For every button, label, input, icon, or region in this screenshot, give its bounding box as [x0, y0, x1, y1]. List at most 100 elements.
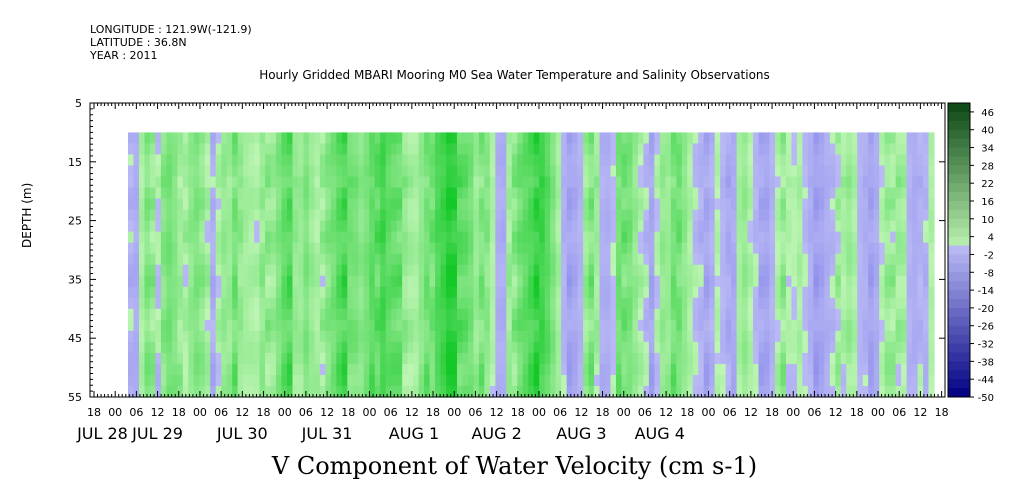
heatmap-cell	[835, 209, 842, 222]
heatmap-cell	[325, 187, 332, 200]
heatmap-cell	[769, 275, 776, 288]
heatmap-cell	[818, 132, 825, 145]
heatmap-cell	[435, 330, 442, 343]
heatmap-cell	[550, 187, 557, 200]
heatmap-cell	[555, 286, 562, 299]
heatmap-cell	[265, 363, 272, 376]
heatmap-cell	[462, 165, 469, 178]
heatmap-cell	[758, 132, 765, 145]
heatmap-cell	[577, 385, 584, 398]
heatmap-cell	[692, 341, 699, 354]
heatmap-cell	[374, 154, 381, 167]
heatmap-cell	[456, 242, 464, 255]
heatmap-cell	[314, 308, 321, 321]
heatmap-cell	[232, 352, 239, 365]
heatmap-cell	[226, 253, 233, 266]
heatmap-cell	[605, 176, 612, 189]
heatmap-cell	[566, 176, 573, 189]
heatmap-cell	[451, 132, 458, 145]
heatmap-cell	[824, 286, 831, 299]
heatmap-cell	[413, 132, 420, 145]
heatmap-cell	[923, 165, 930, 178]
heatmap-cell	[380, 319, 387, 332]
heatmap-cell	[676, 385, 683, 398]
heatmap-cell	[204, 308, 211, 321]
colorbar-segment	[948, 192, 970, 202]
heatmap-cell	[347, 253, 354, 266]
heatmap-cell	[177, 286, 184, 299]
heatmap-cell	[358, 253, 365, 266]
heatmap-cell	[314, 165, 321, 178]
heatmap-cell	[232, 209, 239, 222]
heatmap-cell	[687, 308, 694, 321]
heatmap-cell	[144, 308, 151, 321]
x-hour-label: 00	[362, 406, 376, 419]
heatmap-cell	[550, 385, 557, 398]
heatmap-cell	[171, 132, 178, 145]
heatmap-cell	[583, 176, 590, 189]
heatmap-cell	[868, 374, 875, 387]
heatmap-cell	[517, 264, 524, 277]
heatmap-cell	[243, 319, 250, 332]
heatmap-cell	[835, 352, 842, 365]
heatmap-cell	[456, 264, 464, 277]
heatmap-cell	[824, 264, 831, 277]
heatmap-cell	[912, 242, 919, 255]
heatmap-cell	[692, 220, 699, 233]
heatmap-cell	[824, 220, 831, 233]
heatmap-cell	[248, 143, 255, 156]
heatmap-cell	[692, 198, 699, 211]
heatmap-cell	[917, 308, 924, 321]
heatmap-cell	[544, 187, 551, 200]
heatmap-cell	[703, 132, 710, 145]
heatmap-cell	[780, 264, 787, 277]
heatmap-cell	[193, 352, 200, 365]
heatmap-cell	[818, 143, 825, 156]
heatmap-cell	[352, 165, 359, 178]
heatmap-cell	[144, 231, 151, 244]
heatmap-cell	[155, 231, 162, 244]
heatmap-cell	[528, 132, 535, 145]
heatmap-cell	[851, 143, 858, 156]
heatmap-cell	[758, 286, 765, 299]
heatmap-cell	[166, 330, 173, 343]
heatmap-cell	[561, 220, 568, 233]
heatmap-cell	[407, 198, 414, 211]
heatmap-cell	[308, 275, 316, 288]
heatmap-cell	[402, 231, 409, 244]
heatmap-cell	[363, 231, 370, 244]
heatmap-cell	[352, 297, 359, 310]
heatmap-cell	[901, 341, 908, 354]
heatmap-cell	[287, 209, 294, 222]
heatmap-cell	[703, 242, 710, 255]
heatmap-cell	[890, 154, 897, 167]
heatmap-cell	[873, 231, 880, 244]
heatmap-cell	[561, 176, 568, 189]
heatmap-cell	[314, 341, 321, 354]
heatmap-cell	[857, 253, 864, 266]
heatmap-cell	[928, 264, 935, 277]
heatmap-cell	[829, 275, 836, 288]
heatmap-cell	[248, 220, 255, 233]
heatmap-cell	[923, 132, 930, 145]
heatmap-cell	[396, 231, 403, 244]
heatmap-cell	[232, 165, 239, 178]
heatmap-cell	[193, 363, 200, 376]
heatmap-cell	[577, 297, 584, 310]
heatmap-cell	[128, 385, 135, 398]
heatmap-cell	[835, 242, 842, 255]
heatmap-cell	[133, 363, 140, 376]
heatmap-cell	[215, 341, 222, 354]
heatmap-cell	[703, 264, 710, 277]
heatmap-cell	[692, 242, 699, 255]
heatmap-cell	[528, 220, 535, 233]
heatmap-cell	[265, 231, 272, 244]
heatmap-cell	[380, 286, 387, 299]
heatmap-cell	[753, 363, 760, 376]
heatmap-cell	[648, 319, 655, 332]
heatmap-cell	[413, 275, 420, 288]
heatmap-cell	[177, 143, 184, 156]
heatmap-cell	[868, 253, 875, 266]
heatmap-cell	[637, 330, 644, 343]
heatmap-cell	[215, 264, 222, 277]
